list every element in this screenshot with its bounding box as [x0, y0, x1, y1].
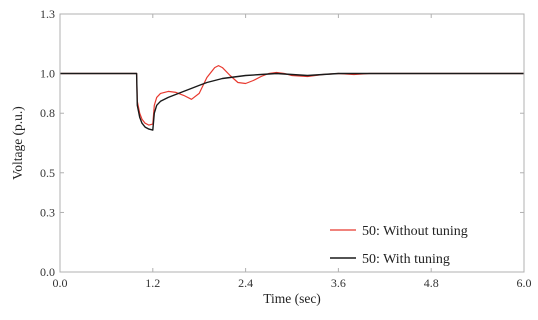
x-axis-ticks: 0.0 1.2 2.4 3.6 4.8 6.0	[53, 14, 532, 290]
legend: 50: Without tuning 50: With tuning	[330, 224, 468, 267]
series-lines	[60, 64, 524, 131]
x-tick-label: 1.2	[145, 276, 160, 290]
series-line-with-tuning	[60, 72, 524, 131]
y-tick-label: 1.0	[40, 67, 55, 81]
y-axis-label: Voltage (p.u.)	[10, 106, 25, 180]
y-tick-label: 0.3	[40, 205, 55, 219]
x-tick-label: 3.6	[331, 276, 346, 290]
y-tick-label: 0.0	[40, 265, 55, 279]
plot-frame	[59, 13, 525, 273]
x-tick-label: 2.4	[238, 276, 253, 290]
x-tick-label: 6.0	[517, 276, 532, 290]
y-tick-label: 0.8	[40, 106, 55, 120]
x-axis-label: Time (sec)	[263, 291, 321, 306]
y-axis-ticks: 0.0 0.3 0.5 0.8 1.0 1.3	[40, 7, 524, 279]
y-tick-label: 0.5	[40, 166, 55, 180]
x-tick-label: 0.0	[53, 276, 68, 290]
y-tick-label: 1.3	[40, 7, 55, 21]
legend-label-without-tuning: 50: Without tuning	[362, 224, 468, 239]
x-tick-label: 4.8	[424, 276, 439, 290]
legend-label-with-tuning: 50: With tuning	[362, 252, 450, 267]
